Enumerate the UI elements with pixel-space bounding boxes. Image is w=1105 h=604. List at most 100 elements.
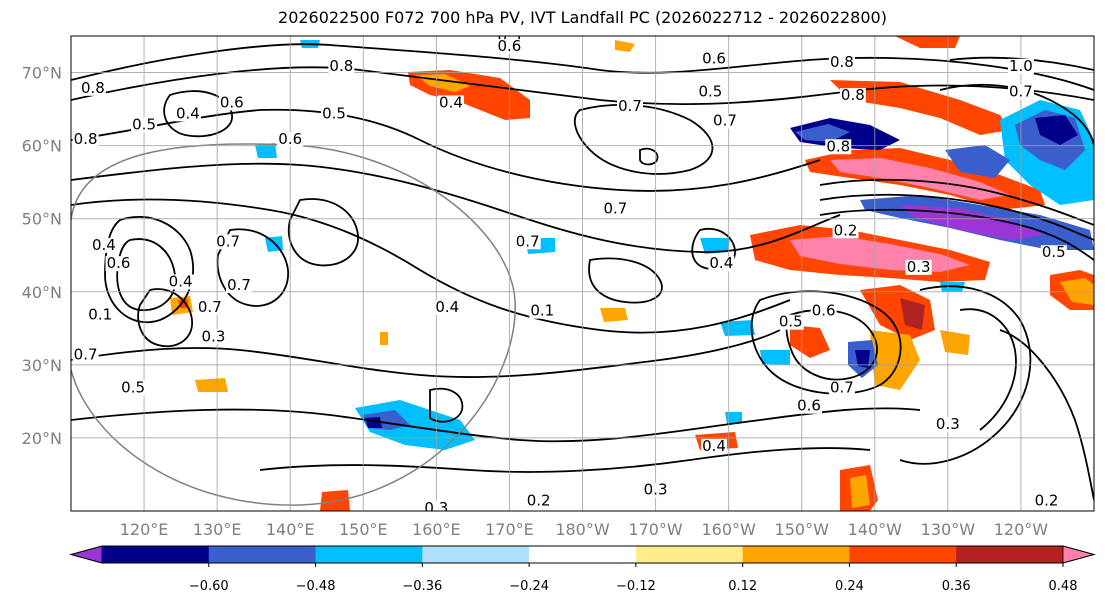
contour-label: 0.7 [198,298,222,316]
contour-label: 0.4 [709,254,733,272]
contour-label-bg [87,307,114,323]
colorbar-tick-label: 0.12 [728,579,757,594]
contour-label: 1.0 [1009,57,1033,75]
contour-label-bg [934,416,961,432]
contour-label: 0.8 [329,57,353,75]
contour-label-bg [105,256,132,272]
contour-line [939,83,1094,146]
contour-label-bg [525,493,552,509]
contour-label-bg [701,51,728,67]
map-title: 2026022500 F072 700 hPa PV, IVT Landfall… [278,8,887,27]
contour-label-bg [810,303,837,319]
pv-patch [760,350,790,365]
contour-line [259,447,871,473]
lon-label: 120°W [994,520,1049,539]
contour-label: 0.4 [92,236,116,254]
contour-label-bg [825,139,852,155]
contour-label: 0.4 [439,93,463,111]
pv-patch [945,145,1010,178]
great-circle-arc [71,143,516,506]
contour-line [71,329,781,378]
contour-line [999,329,1094,501]
contour-label-bg [529,303,556,319]
contour-label-bg [832,223,859,239]
longitude-labels: 120°E 130°E 140°E 150°E 160°E 170°E 180°W 170°W… [120,520,1049,539]
contour-label-bg [131,117,158,133]
contour-label-bg [796,398,823,414]
contour-label: 0.5 [322,104,346,122]
contour-label: 0.4 [435,298,459,316]
latitude-labels: 70°N 60°N 50°N 40°N 30°N 20°N [22,64,62,448]
contour-line [71,407,921,443]
contour-line [949,56,1094,71]
contour-label: 0.7 [1009,82,1033,100]
contour-label: 0.7 [216,232,240,250]
lon-label: 180°W [555,520,610,539]
pv-patch [700,238,730,254]
contour-label-bg [1007,58,1034,74]
contour-label: 0.8 [826,137,850,155]
contour-label: 0.7 [830,378,854,396]
lon-label: 130°W [921,520,976,539]
contour-line [573,103,714,175]
colorbar-tick-label: −0.60 [189,579,229,594]
pv-patch [615,40,635,52]
contour-line [71,162,841,253]
pv-patch [380,332,388,345]
contour-label-bg [711,113,738,129]
colorbar-tick-label: 0.24 [835,579,864,594]
contour-line [137,288,193,348]
pv-patch [790,325,830,358]
contour-label-bg [200,329,227,345]
contour-line [71,43,1094,91]
contour-label: 0.8 [841,86,865,104]
pv-patch [1035,115,1078,145]
lon-label: 130°E [193,520,242,539]
contour-label-bg [72,131,99,147]
colorbar-tick-label: 0.48 [1049,579,1078,594]
colorbar-ticks: −0.60 −0.48 −0.36 −0.24 −0.12 0.12 0.24 0.36 0.4… [189,563,1078,594]
lon-label: 140°W [848,520,903,539]
contour-label-bg [602,201,629,217]
pv-contours [71,43,1094,501]
contour-label-bg [1033,493,1060,509]
contour-line [959,308,1017,431]
contour-label: 0.5 [1042,243,1066,261]
lon-label: 150°W [775,520,830,539]
colorbar-segment [956,546,1064,563]
lon-label: 120°E [120,520,169,539]
contour-label: 0.2 [527,492,551,510]
contour-label: 0.3 [907,258,931,276]
contour-label: 0.1 [530,302,554,320]
contour-label: 0.5 [698,82,722,100]
contour-label: 0.1 [88,305,112,323]
contour-label: 0.2 [1035,492,1059,510]
colorbar-segment [635,546,744,563]
contour-label: 0.7 [618,97,642,115]
contour-label-bg [321,106,348,122]
colorbar-segment [849,546,957,563]
contour-label-bg [434,300,461,316]
contour-label: 0.3 [424,499,448,517]
lat-label: 70°N [22,64,62,83]
contour-label: 0.8 [81,79,105,97]
contour-label-bg [496,39,523,55]
colorbar-tick-label: −0.24 [509,579,549,594]
contour-label-bg [777,314,804,330]
contour-label-bg [174,106,201,122]
contour-line [819,178,1094,226]
contour-label: 0.2 [834,221,858,239]
contour-label: 0.8 [830,53,854,71]
contour-label-bg [1040,245,1067,261]
contour-label-bg [839,88,866,104]
lat-label: 30°N [22,356,62,375]
contour-label: 0.3 [936,415,960,433]
contour-label: 0.7 [516,232,540,250]
contour-label-bg [79,80,106,96]
pv-patch [255,143,277,158]
pv-patch [195,378,228,392]
contour-label-bg [90,237,117,253]
contour-label-bg [514,234,541,250]
contour-label: 0.4 [169,272,193,290]
